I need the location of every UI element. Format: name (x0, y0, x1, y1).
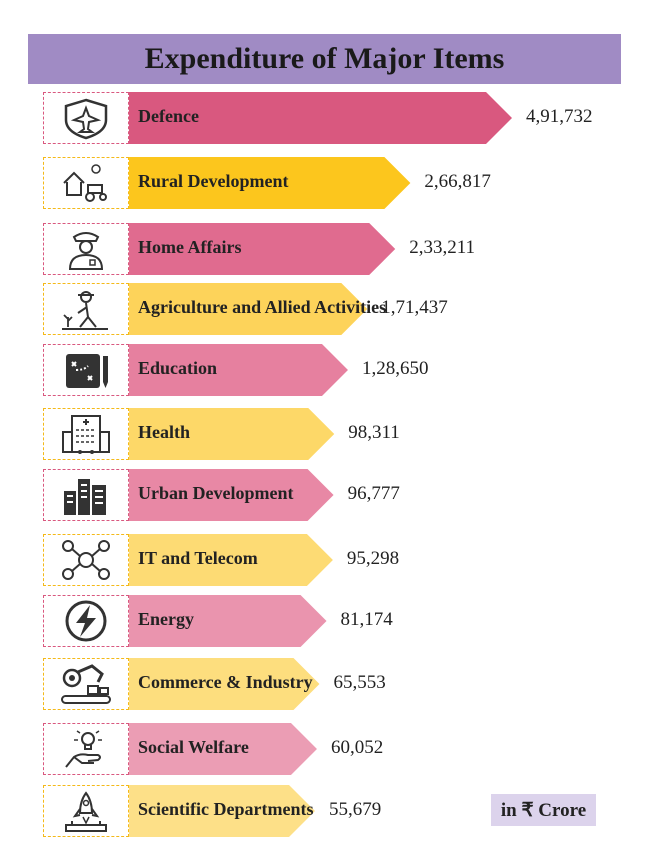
category-label: Commerce & Industry (138, 672, 313, 692)
icon-frame (43, 344, 129, 396)
bar (129, 344, 348, 396)
category-label: Education (138, 358, 218, 378)
bar-row: Defence 4,91,732 (0, 92, 658, 144)
category-label: Defence (138, 106, 199, 126)
bar-row: Scientific Departments 55,679 (0, 785, 658, 837)
rocket-launch-icon (65, 791, 107, 832)
category-label: Agriculture and Allied Activities (138, 297, 387, 317)
bar (129, 469, 334, 521)
hand-lightbulb-icon (65, 730, 102, 768)
bar (129, 595, 327, 647)
city-buildings-icon (64, 479, 106, 515)
bar-row: Energy 81,174 (0, 595, 658, 647)
icon-frame (43, 785, 129, 837)
bar-arrow (129, 157, 411, 209)
factory-robot-arm-icon (61, 664, 111, 704)
bar (129, 157, 411, 209)
icon-frame (43, 92, 129, 144)
unit-badge: in ₹ Crore (491, 794, 596, 826)
bar-arrow (129, 223, 396, 275)
farm-tractor-icon (63, 164, 107, 202)
bar (129, 785, 315, 837)
value-label: 81,174 (340, 609, 393, 630)
value-label: 55,679 (329, 799, 382, 820)
value-label: 2,33,211 (409, 237, 475, 258)
bar-arrow (129, 595, 327, 647)
value-label: 60,052 (330, 737, 384, 758)
bar (129, 658, 320, 710)
value-label: 98,311 (348, 422, 400, 443)
lightning-bolt-icon (65, 600, 107, 642)
icon-frame (43, 283, 129, 335)
bar (129, 534, 333, 586)
bar-row: Home Affairs 2,33,211 (0, 223, 658, 275)
bar-arrow (129, 534, 333, 586)
icon-frame (43, 157, 129, 209)
farmer-planting-icon (62, 291, 108, 330)
bar (129, 723, 317, 775)
bar-arrow (129, 344, 348, 396)
bar-row: Education 1,28,650 (0, 344, 658, 396)
bar-row: IT and Telecom 95,298 (0, 534, 658, 586)
bar-arrow (129, 658, 320, 710)
bar (129, 92, 512, 144)
bar-arrow (129, 92, 512, 144)
title-banner: Expenditure of Major Items (28, 34, 621, 84)
value-label: 65,553 (333, 672, 386, 693)
bar (129, 408, 335, 460)
value-label: 1,28,650 (361, 358, 429, 379)
education-board-icon (66, 354, 108, 388)
category-label: Energy (138, 609, 194, 629)
bar-arrow (129, 785, 315, 837)
hospital-building-icon (62, 415, 110, 454)
bar-row: Health 98,311 (0, 408, 658, 460)
bar-row: Urban Development 96,777 (0, 469, 658, 521)
bar-arrow (129, 723, 317, 775)
value-label: 95,298 (346, 548, 400, 569)
police-officer-icon (68, 232, 104, 270)
category-label: Health (138, 422, 190, 442)
bar-row: Commerce & Industry 65,553 (0, 658, 658, 710)
bar-arrow (129, 283, 368, 335)
value-label: 2,66,817 (424, 171, 491, 192)
category-label: IT and Telecom (138, 548, 258, 568)
icon-frame (43, 469, 129, 521)
category-label: Social Welfare (138, 737, 249, 757)
icon-frame (43, 658, 129, 710)
chart-title: Expenditure of Major Items (144, 42, 505, 75)
category-label: Home Affairs (138, 237, 242, 257)
icon-frame (43, 723, 129, 775)
category-label: Urban Development (138, 483, 294, 503)
bar-row: Rural Development 2,66,817 (0, 157, 658, 209)
icon-frame (43, 534, 129, 586)
value-label: 4,91,732 (526, 106, 593, 127)
bar-row: Agriculture and Allied Activities 1,71,43… (0, 283, 658, 335)
icon-frame (43, 223, 129, 275)
icon-frame (43, 408, 129, 460)
network-people-icon (62, 540, 110, 580)
value-label: 96,777 (347, 483, 400, 504)
bar-arrow (129, 469, 334, 521)
value-label: 1,71,437 (381, 297, 448, 318)
fighter-jet-shield-icon (64, 98, 108, 140)
bar (129, 223, 396, 275)
bar (129, 283, 368, 335)
icon-frame (43, 595, 129, 647)
category-label: Rural Development (138, 171, 289, 191)
bar-row: Social Welfare 60,052 (0, 723, 658, 775)
bar-arrow (129, 408, 335, 460)
category-label: Scientific Departments (138, 799, 314, 819)
